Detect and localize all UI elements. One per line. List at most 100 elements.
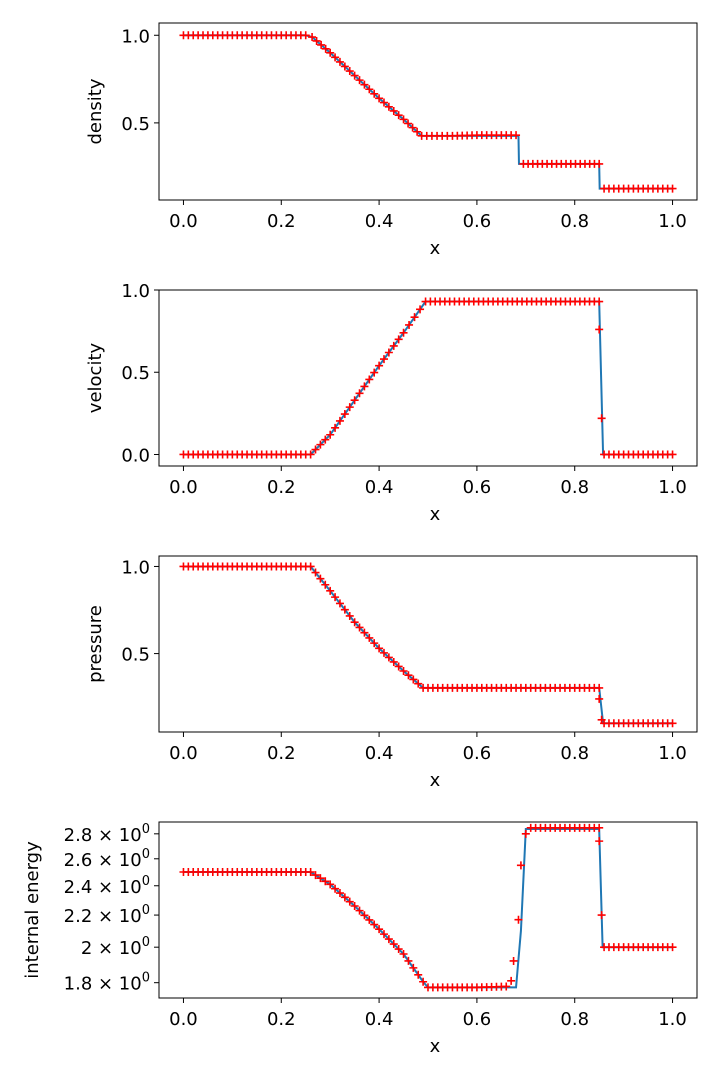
pressure-xtick-label: 0.0 (169, 743, 198, 764)
density-xtick-label: 0.2 (267, 211, 296, 232)
density-numeric-marker (312, 36, 321, 45)
pressure-numeric-marker (389, 657, 398, 666)
density-xtick-label: 0.4 (365, 211, 394, 232)
pressure-xlabel: x (430, 770, 441, 791)
internal-energy-numeric-marker (384, 935, 393, 944)
density-numeric-marker (317, 40, 326, 49)
internal-energy-numeric-marker (597, 911, 606, 920)
density-numeric-marker (345, 67, 354, 76)
pressure-numeric-marker (326, 586, 335, 595)
internal-energy-xtick-label: 0.6 (463, 1009, 492, 1030)
internal-energy-numeric-marker (350, 902, 359, 911)
density-numeric-marker (404, 119, 413, 128)
velocity-numeric-marker (360, 382, 369, 391)
density-axes-frame (158, 22, 698, 201)
pressure-numeric-marker (409, 675, 418, 684)
density-numeric-marker (360, 80, 369, 89)
velocity-numeric-marker (379, 355, 388, 364)
velocity-numeric-marker (316, 440, 325, 449)
internal-energy-numeric-marker (394, 945, 403, 954)
density-numeric-marker (308, 33, 317, 42)
internal-energy-xtick-label: 0.0 (169, 1009, 198, 1030)
density-numeric-marker (350, 71, 359, 80)
velocity-numeric-markers (179, 297, 677, 459)
internal-energy-numeric-marker (331, 884, 340, 893)
velocity-xlabel: x (430, 504, 441, 525)
pressure-xtick-label: 1.0 (658, 743, 687, 764)
internal-energy-ytick-label: 2.8 × 100 (64, 822, 150, 846)
velocity-numeric-marker (321, 435, 330, 444)
pressure-numeric-marker (306, 562, 315, 571)
density-ytick-label: 1.0 (121, 26, 150, 47)
density-xtick-label: 0.8 (560, 211, 589, 232)
velocity-xtick-label: 0.0 (169, 477, 198, 498)
internal-energy-numeric-marker (306, 868, 315, 877)
internal-energy-ytick-exponent: 0 (142, 935, 150, 950)
internal-energy-ytick-exponent: 0 (142, 847, 150, 862)
internal-energy-xtick-label: 0.2 (267, 1009, 296, 1030)
velocity-numeric-marker (410, 313, 419, 322)
density-xtick-label: 0.0 (169, 211, 198, 232)
density-xtick-label: 1.0 (658, 211, 687, 232)
internal-energy-ytick-label: 2 × 100 (81, 935, 150, 959)
density-numeric-marker (365, 85, 374, 94)
pressure-panel: 0.0 0.2 0.4 0.6 0.8 1.0 0.5 1.0 x pressure (85, 555, 698, 791)
pressure-xtick-label: 0.6 (463, 743, 492, 764)
velocity-ytick-label: 1.0 (121, 281, 150, 302)
pressure-numeric-marker (595, 694, 604, 703)
velocity-numeric-marker (384, 348, 393, 357)
pressure-numeric-marker (321, 580, 330, 589)
density-numeric-marker (384, 102, 393, 111)
velocity-xtick-label: 1.0 (658, 477, 687, 498)
pressure-numeric-marker (375, 644, 384, 653)
velocity-ytick-label: 0.5 (121, 363, 150, 384)
pressure-xtick-label: 0.8 (560, 743, 589, 764)
pressure-numeric-marker (345, 611, 354, 620)
velocity-numeric-marker (355, 389, 364, 398)
velocity-numeric-marker (365, 375, 374, 384)
density-numeric-marker (668, 184, 677, 193)
pressure-numeric-marker (335, 599, 344, 608)
velocity-exact-line (183, 300, 673, 456)
internal-energy-ytick-label: 2.2 × 100 (64, 903, 150, 927)
internal-energy-exact-line (183, 828, 673, 989)
velocity-numeric-marker (340, 410, 349, 419)
pressure-numeric-markers (179, 562, 677, 728)
internal-energy-xtick-label: 0.8 (560, 1009, 589, 1030)
velocity-numeric-marker (375, 361, 384, 370)
internal-energy-numeric-marker (326, 880, 335, 889)
internal-energy-numeric-marker (521, 829, 530, 838)
density-numeric-markers (179, 31, 677, 193)
density-numeric-marker (512, 131, 521, 140)
internal-energy-axes-frame (158, 821, 698, 999)
internal-energy-numeric-marker (409, 963, 418, 972)
velocity-ytick-label: 0.0 (121, 445, 150, 466)
velocity-numeric-marker (345, 403, 354, 412)
internal-energy-numeric-marker (355, 906, 364, 915)
pressure-numeric-marker (331, 593, 340, 602)
density-ytick-label: 0.5 (121, 114, 150, 135)
density-numeric-marker (331, 53, 340, 62)
internal-energy-numeric-marker (509, 956, 518, 965)
velocity-numeric-marker (595, 325, 604, 334)
pressure-numeric-marker (360, 628, 369, 637)
internal-energy-numeric-marker (335, 889, 344, 898)
pressure-numeric-marker (365, 633, 374, 642)
pressure-numeric-marker (399, 667, 408, 676)
internal-energy-ytick-exponent: 0 (142, 822, 150, 837)
internal-energy-numeric-marker (507, 976, 516, 985)
velocity-numeric-marker (306, 450, 315, 459)
density-numeric-marker (595, 159, 604, 168)
internal-energy-numeric-marker (311, 871, 320, 880)
internal-energy-xlabel: x (430, 1036, 441, 1057)
internal-energy-numeric-marker (321, 877, 330, 886)
pressure-ytick-label: 1.0 (121, 557, 150, 578)
density-numeric-marker (370, 89, 379, 98)
density-numeric-marker (326, 48, 335, 57)
pressure-numeric-marker (370, 639, 379, 648)
internal-energy-numeric-marker (360, 911, 369, 920)
internal-energy-numeric-marker (595, 837, 604, 846)
internal-energy-ytick-exponent: 0 (142, 874, 150, 889)
pressure-numeric-marker (384, 653, 393, 662)
density-numeric-marker (399, 115, 408, 124)
